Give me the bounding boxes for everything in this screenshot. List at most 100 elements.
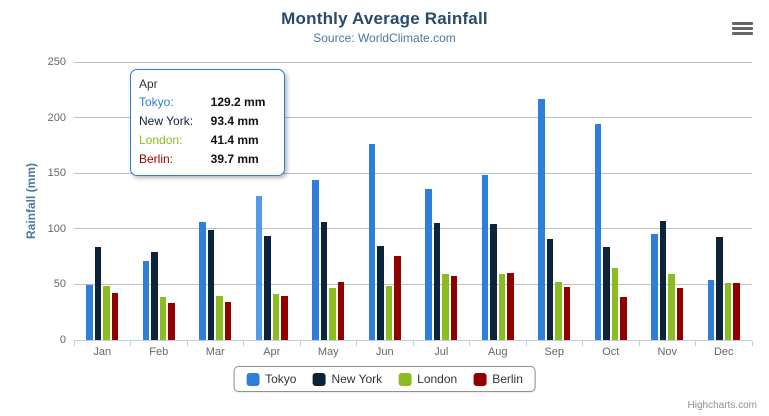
tooltip-row: London: 41.4 mm: [139, 131, 276, 150]
bar-tokyo-jul[interactable]: [425, 189, 432, 340]
bar-berlin-mar[interactable]: [224, 301, 232, 340]
tooltip-row: Berlin: 39.7 mm: [139, 150, 276, 169]
tooltip-series-label: London:: [139, 133, 183, 147]
legend-label: Tokyo: [265, 372, 297, 386]
bar-london-aug[interactable]: [498, 273, 506, 340]
bar-tokyo-feb[interactable]: [142, 260, 150, 340]
bar-new-york-mar[interactable]: [207, 230, 215, 340]
tooltip-series-value: 41.4 mm: [210, 133, 259, 147]
bar-london-dec[interactable]: [724, 283, 732, 340]
y-axis-label: 200: [47, 111, 66, 124]
gridline: [74, 283, 752, 285]
bar-tokyo-dec[interactable]: [707, 279, 715, 340]
x-axis-tick: [186, 341, 188, 346]
bar-new-york-jul[interactable]: [433, 223, 441, 340]
gridline: [74, 117, 752, 119]
x-axis-tick: [582, 341, 583, 346]
tooltip-series-value: 93.4 mm: [210, 114, 259, 128]
bar-berlin-jan[interactable]: [111, 292, 119, 340]
bar-tokyo-jun[interactable]: [368, 144, 376, 340]
x-axis-tick: [469, 341, 470, 346]
x-axis-label: Jul: [434, 346, 449, 358]
bar-london-oct[interactable]: [611, 267, 619, 340]
tooltip-table: Tokyo: 129.2 mm New York: 93.4 mm London: 41.…: [139, 93, 276, 169]
x-axis-label: Sep: [544, 346, 565, 358]
legend-item-london[interactable]: London: [398, 372, 457, 386]
bar-berlin-sep[interactable]: [563, 287, 571, 340]
bar-berlin-may[interactable]: [337, 281, 345, 340]
bar-london-nov[interactable]: [668, 274, 675, 340]
bar-new-york-feb[interactable]: [151, 252, 158, 340]
bar-tokyo-may[interactable]: [312, 179, 319, 340]
legend-item-berlin[interactable]: Berlin: [473, 372, 523, 386]
x-axis-label: Jan: [93, 346, 112, 358]
bar-london-jul[interactable]: [442, 274, 449, 340]
chart-subtitle: Source: WorldClimate.com: [313, 31, 456, 45]
bar-london-mar[interactable]: [216, 296, 223, 340]
legend-label: London: [417, 372, 458, 386]
bar-tokyo-jan[interactable]: [86, 284, 93, 340]
bar-london-jun[interactable]: [385, 286, 393, 340]
bar-london-may[interactable]: [329, 287, 336, 340]
x-axis-label: Nov: [657, 346, 678, 358]
legend-swatch-icon: [312, 372, 326, 386]
bar-berlin-jun[interactable]: [394, 256, 401, 340]
bar-new-york-jun[interactable]: [377, 246, 384, 340]
legend-item-tokyo[interactable]: Tokyo: [246, 372, 296, 386]
tooltip-series-label: Berlin:: [139, 152, 174, 166]
y-axis-label: 0: [59, 334, 66, 346]
bar-tokyo-aug[interactable]: [481, 174, 489, 340]
y-axis-label: 250: [47, 56, 66, 68]
legend-swatch-icon: [398, 372, 412, 386]
bar-new-york-aug[interactable]: [490, 224, 497, 340]
bar-tokyo-mar[interactable]: [199, 221, 206, 340]
bar-berlin-dec[interactable]: [733, 283, 740, 340]
bar-new-york-oct[interactable]: [603, 247, 610, 340]
bar-berlin-apr[interactable]: [281, 295, 288, 340]
x-axis-tick: [638, 341, 640, 346]
tooltip-row: Tokyo: 129.2 mm: [139, 93, 276, 112]
bar-berlin-feb[interactable]: [168, 303, 175, 340]
bar-berlin-nov[interactable]: [676, 287, 684, 340]
x-axis-label: Jun: [375, 346, 394, 358]
x-axis-tick: [299, 341, 301, 346]
bar-tokyo-nov[interactable]: [651, 233, 658, 340]
bar-new-york-jan[interactable]: [94, 247, 102, 340]
x-axis-tick: [751, 341, 753, 346]
bar-london-sep[interactable]: [555, 281, 562, 340]
x-axis-label: Dec: [713, 346, 734, 358]
legend-item-new-york[interactable]: New York: [312, 372, 382, 386]
bar-new-york-sep[interactable]: [546, 238, 554, 340]
bar-tokyo-apr[interactable]: [255, 196, 263, 340]
bar-new-york-apr[interactable]: [264, 236, 271, 340]
y-axis-label: 100: [47, 222, 66, 235]
tooltip-series-value: 39.7 mm: [210, 152, 259, 166]
gridline: [74, 172, 752, 174]
bar-berlin-oct[interactable]: [620, 296, 627, 340]
legend-label: Berlin: [492, 372, 523, 386]
bar-london-jan[interactable]: [103, 285, 110, 340]
x-axis-label: May: [317, 346, 339, 358]
bar-london-apr[interactable]: [272, 293, 280, 340]
bar-berlin-jul[interactable]: [450, 276, 458, 340]
legend-label: New York: [331, 372, 383, 386]
bar-london-feb[interactable]: [159, 296, 167, 340]
bar-new-york-dec[interactable]: [716, 237, 723, 340]
credits-link[interactable]: Highcharts.com: [687, 400, 757, 411]
export-menu-button[interactable]: [729, 18, 756, 39]
x-axis-label: Oct: [602, 346, 620, 358]
bar-tokyo-sep[interactable]: [538, 99, 545, 340]
x-axis-label: Aug: [487, 346, 508, 358]
legend-swatch-icon: [473, 372, 487, 386]
x-axis-label: Feb: [149, 346, 169, 358]
legend: Tokyo New York London Berlin: [233, 366, 536, 392]
gridline: [74, 61, 752, 63]
bar-new-york-may[interactable]: [320, 222, 328, 340]
tooltip-series-label: New York:: [139, 114, 194, 128]
tooltip-series-value: 129.2 mm: [210, 95, 266, 109]
bar-tokyo-oct[interactable]: [594, 124, 602, 340]
bar-new-york-nov[interactable]: [659, 221, 667, 340]
y-axis-label: 50: [53, 278, 66, 291]
bar-berlin-aug[interactable]: [507, 272, 514, 340]
